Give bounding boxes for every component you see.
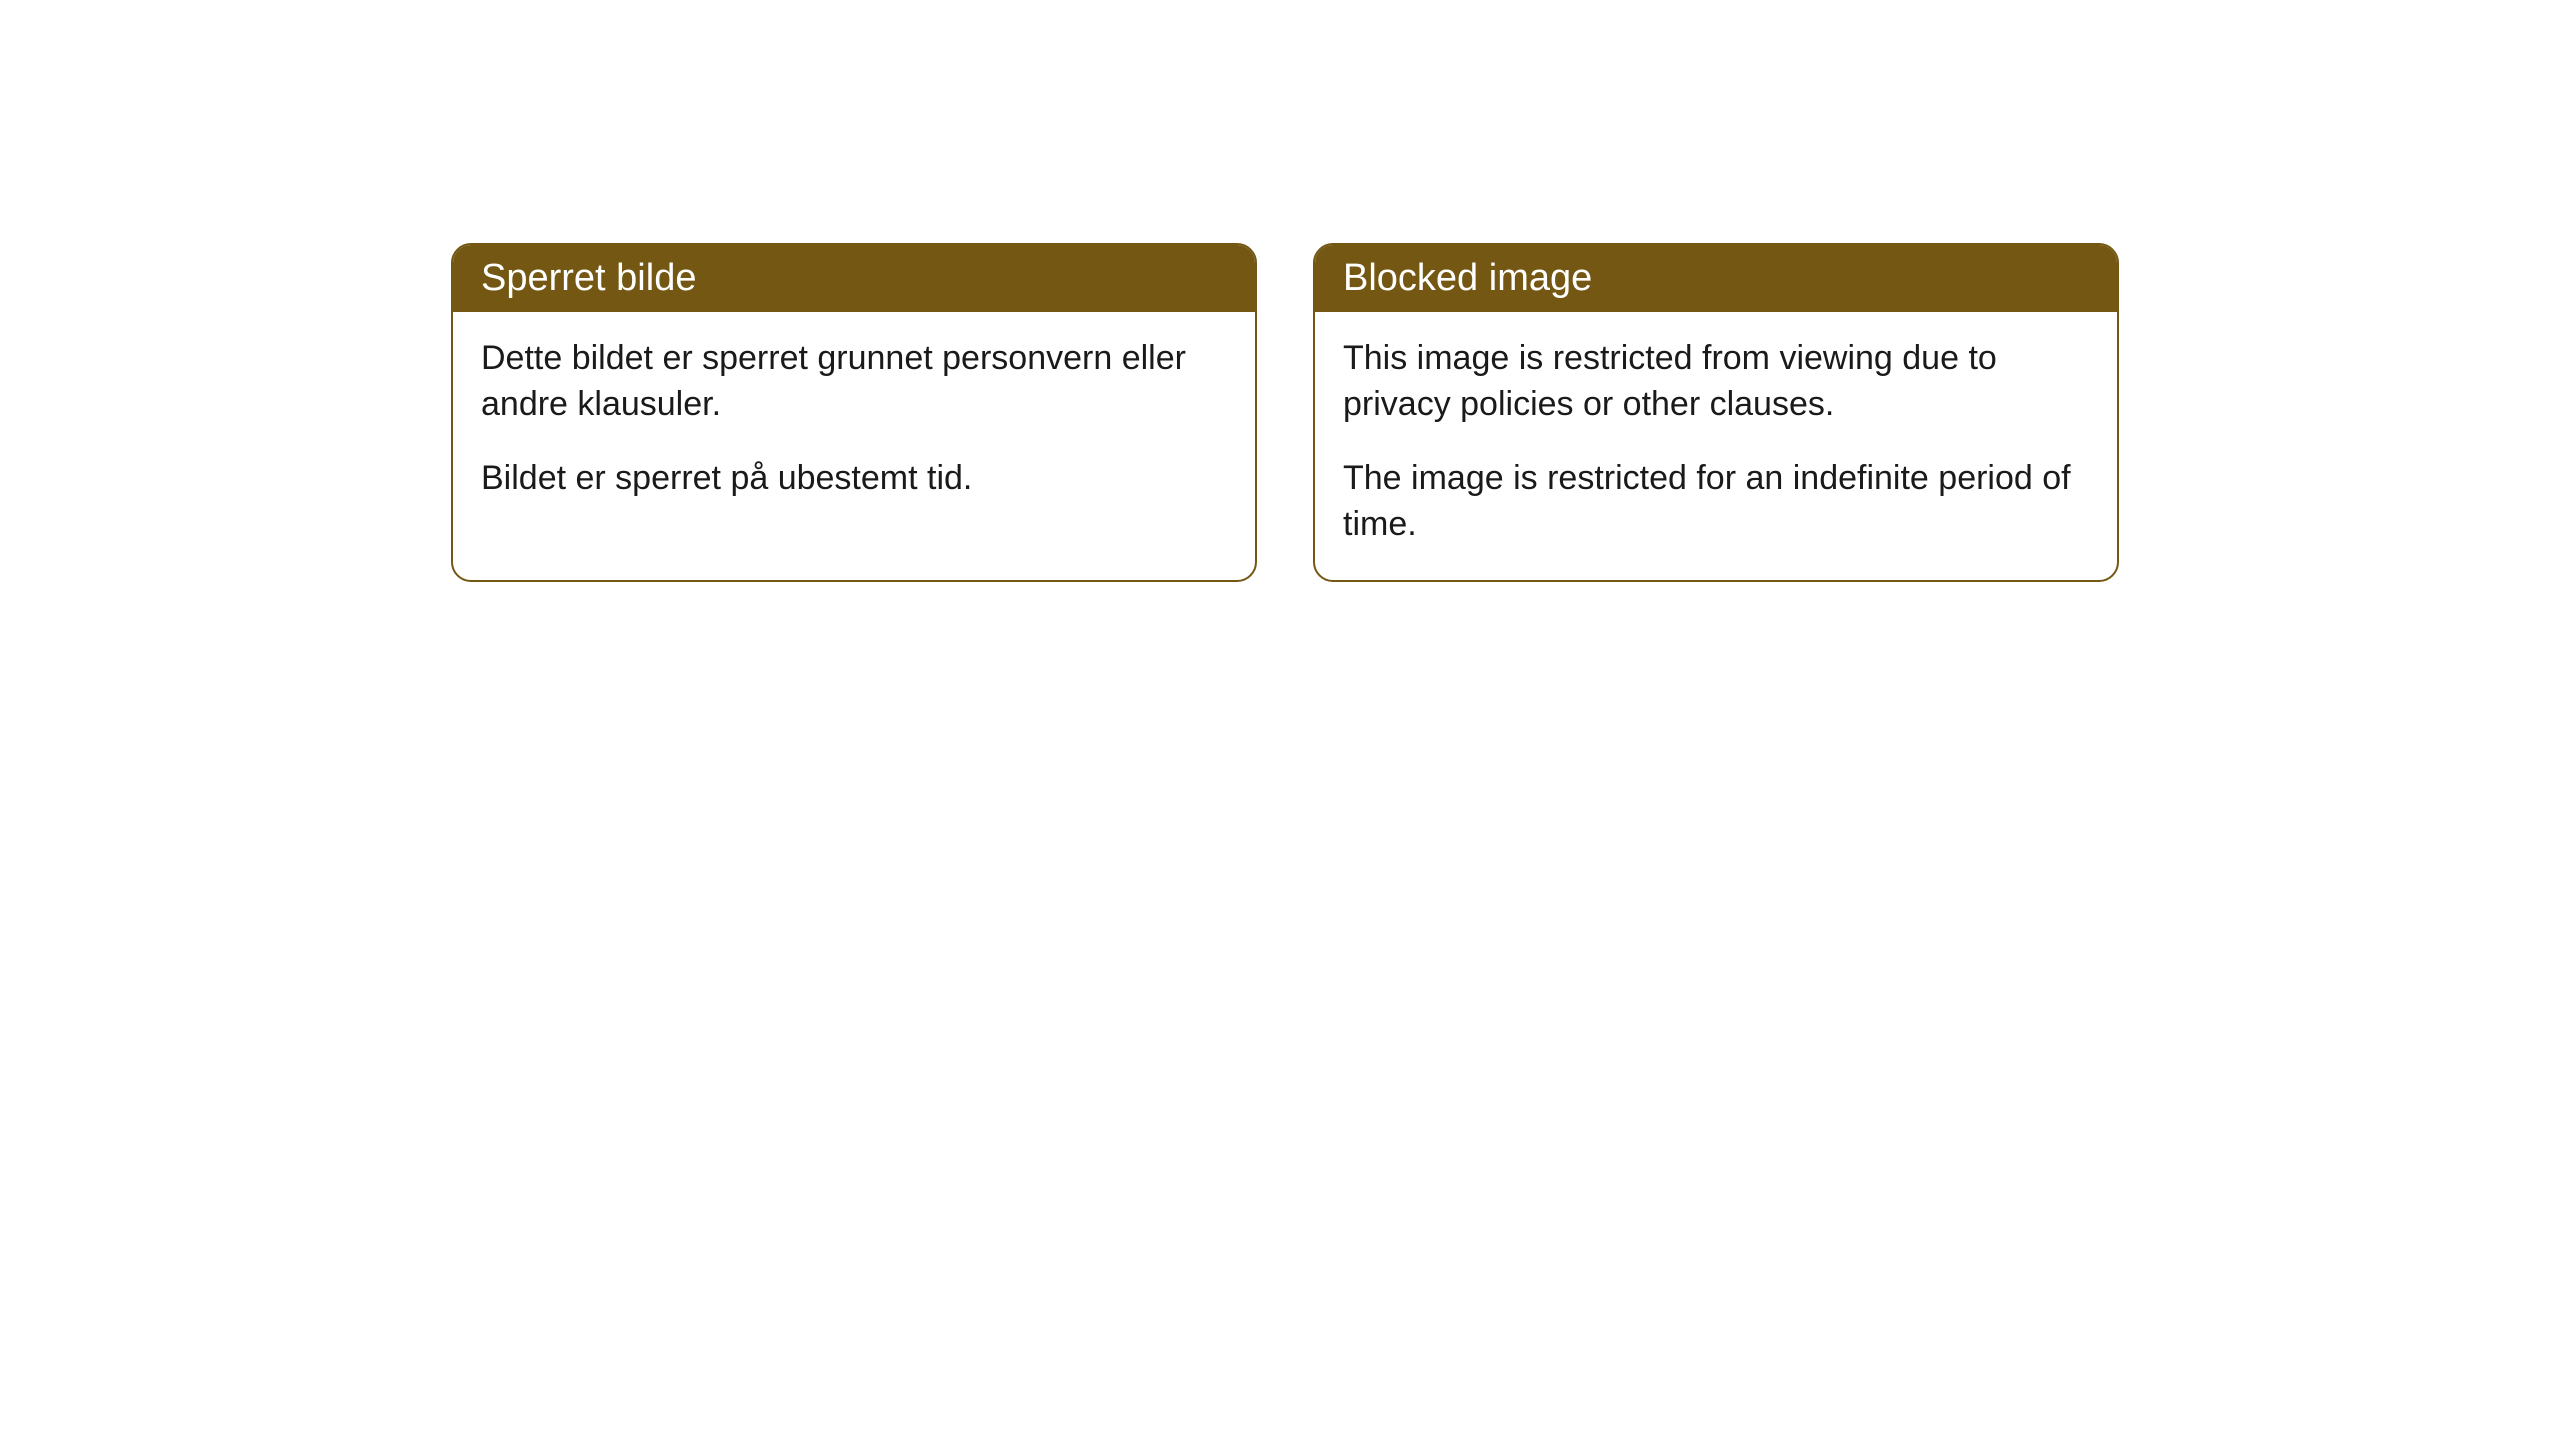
card-paragraph-1: Dette bildet er sperret grunnet personve… xyxy=(481,336,1227,428)
blocked-image-card-english: Blocked image This image is restricted f… xyxy=(1313,243,2119,582)
card-paragraph-1: This image is restricted from viewing du… xyxy=(1343,336,2089,428)
card-title: Blocked image xyxy=(1343,257,1592,299)
card-body-norwegian: Dette bildet er sperret grunnet personve… xyxy=(453,312,1255,534)
blocked-image-card-norwegian: Sperret bilde Dette bildet er sperret gr… xyxy=(451,243,1257,582)
card-title: Sperret bilde xyxy=(481,257,696,299)
card-paragraph-2: Bildet er sperret på ubestemt tid. xyxy=(481,456,1227,502)
card-body-english: This image is restricted from viewing du… xyxy=(1315,312,2117,580)
card-header-english: Blocked image xyxy=(1315,245,2117,312)
info-cards-container: Sperret bilde Dette bildet er sperret gr… xyxy=(451,243,2119,582)
card-header-norwegian: Sperret bilde xyxy=(453,245,1255,312)
card-paragraph-2: The image is restricted for an indefinit… xyxy=(1343,456,2089,548)
